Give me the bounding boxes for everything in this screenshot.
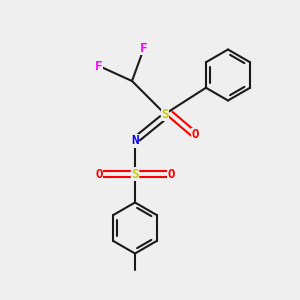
Text: O: O xyxy=(95,167,103,181)
Text: S: S xyxy=(131,167,139,181)
Text: S: S xyxy=(161,107,169,121)
Text: N: N xyxy=(131,134,139,148)
Text: F: F xyxy=(140,41,148,55)
Text: O: O xyxy=(191,128,199,142)
Text: F: F xyxy=(95,59,103,73)
Text: O: O xyxy=(167,167,175,181)
